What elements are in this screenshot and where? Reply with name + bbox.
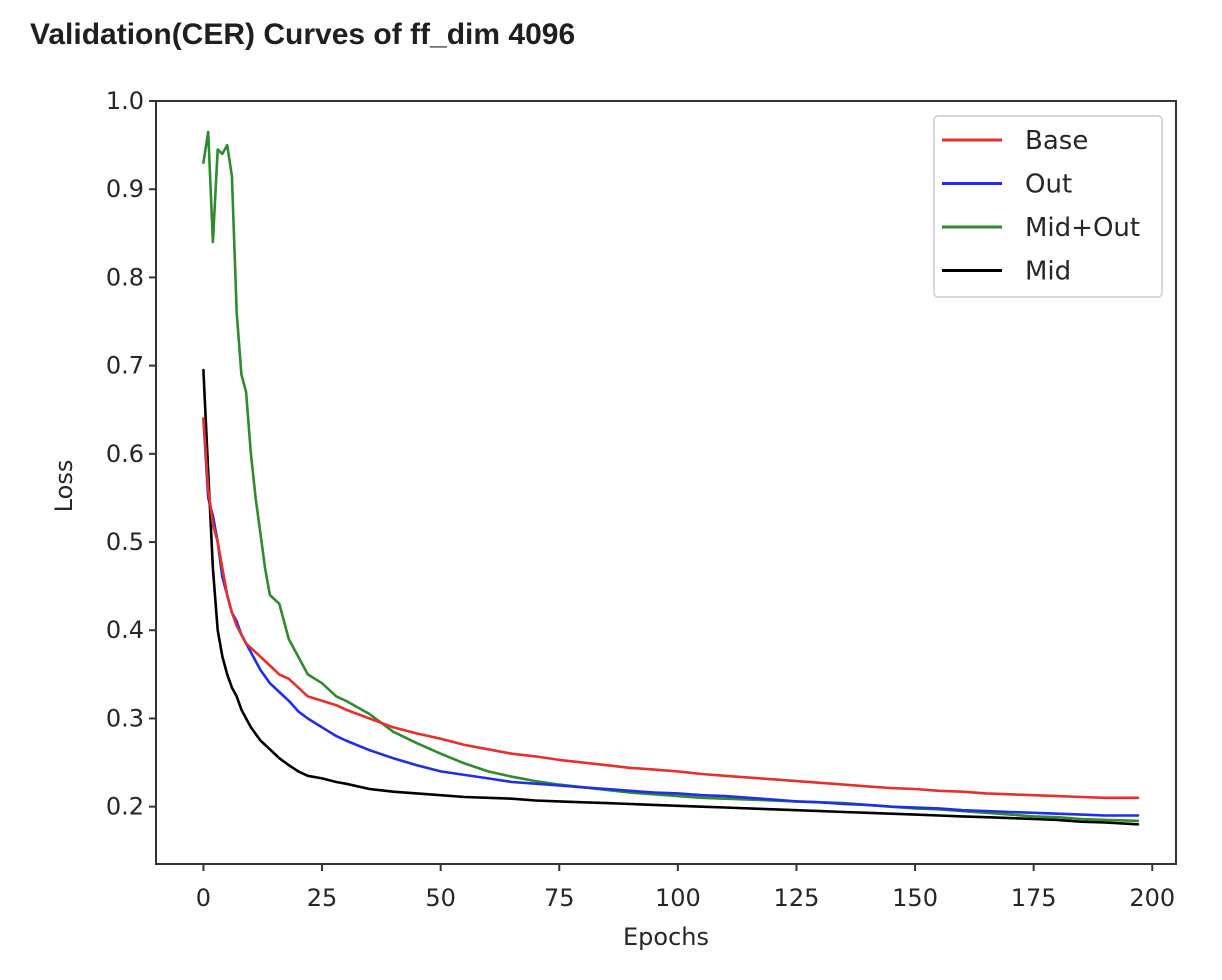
y-tick-label: 0.9 [106, 175, 144, 203]
x-tick-label: 25 [307, 884, 338, 912]
x-axis-title: Epochs [623, 923, 709, 951]
y-axis: 0.2 0.3 0.4 0.5 0.6 0.7 0.8 0.9 1.0 [106, 87, 156, 821]
x-tick-label: 150 [892, 884, 938, 912]
y-axis-title: Loss [50, 460, 78, 513]
series-line-mid [202, 368, 1140, 826]
y-tick-label: 0.6 [106, 440, 144, 468]
series-line-base [202, 417, 1140, 800]
y-tick-label: 0.2 [106, 793, 144, 821]
x-tick-label: 75 [544, 884, 575, 912]
legend-label: Mid+Out [1025, 213, 1140, 243]
y-tick-label: 0.3 [106, 704, 144, 732]
y-tick-label: 0.4 [106, 616, 144, 644]
y-tick-label: 0.5 [106, 528, 144, 556]
x-tick-label: 200 [1129, 884, 1175, 912]
x-tick-label: 175 [1011, 884, 1057, 912]
x-tick-label: 0 [196, 884, 211, 912]
series-line-out [202, 417, 1140, 817]
page-heading: Validation(CER) Curves of ff_dim 4096 [30, 18, 576, 51]
y-tick-label: 0.7 [106, 352, 144, 380]
x-tick-label: 100 [655, 884, 701, 912]
x-axis: 0 25 50 75 100 125 150 175 200 [196, 864, 1175, 912]
y-tick-label: 1.0 [106, 87, 144, 115]
x-tick-label: 50 [425, 884, 456, 912]
y-tick-label: 0.8 [106, 263, 144, 291]
legend-box [933, 115, 1163, 298]
legend-label: Mid [1025, 257, 1071, 287]
legend: Base Out Mid+Out Mid [933, 115, 1163, 298]
x-tick-label: 125 [774, 884, 820, 912]
series-lines [202, 130, 1140, 826]
plot-frame [155, 100, 1177, 865]
legend-label: Out [1025, 170, 1072, 200]
legend-label: Base [1025, 126, 1088, 156]
